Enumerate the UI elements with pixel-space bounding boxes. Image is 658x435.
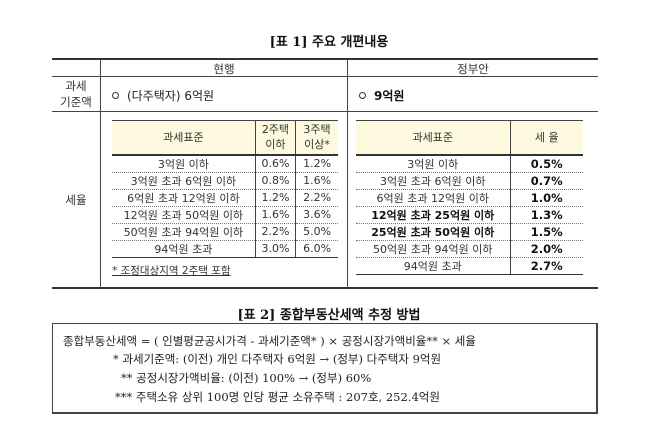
rate-cell: 1.3% bbox=[510, 206, 583, 224]
tax-standard-cell: 94억원 초과 bbox=[112, 240, 256, 258]
rate-three-cell: 5.0% bbox=[295, 223, 338, 241]
table-row: 12억원 초과 50억원 이하 1.6% 3.6% bbox=[112, 206, 338, 224]
rate-three-cell: 2.2% bbox=[295, 189, 338, 207]
header-tax-rate: 세 율 bbox=[510, 120, 583, 156]
tax-standard-cell: 3억원 초과 6억원 이하 bbox=[112, 172, 256, 190]
table-row: 6억원 초과 12억원 이하 1.2% 2.2% bbox=[112, 189, 338, 207]
table-row: 50억원 초과 94억원 이하 2.0% bbox=[356, 240, 583, 258]
table-row: 94억원 초과 2.7% bbox=[356, 257, 583, 275]
rate-cell: 1.0% bbox=[510, 189, 583, 207]
tax-estimation-method-box: 종합부동산세액 = ( 인별평균공시가격 - 과세기준액* ) × 공정시장가액… bbox=[52, 323, 598, 414]
note-tax-base: * 과세기준액: (이전) 개인 다주택자 6억원 → (정부) 다주택자 9억… bbox=[113, 352, 442, 366]
header-line: 3주택 bbox=[303, 123, 331, 137]
rate-two-cell: 1.6% bbox=[255, 206, 297, 224]
rate-cell: 1.5% bbox=[510, 223, 583, 241]
proposed-rate-table: 과세표준 세 율 3억원 이하 0.5% 3억원 초과 6억원 이하 0.7% … bbox=[356, 120, 583, 275]
tax-base-current: (다주택자) 6억원 bbox=[112, 87, 214, 104]
note-fair-market-ratio: ** 공정시장가액비율: (이전) 100% → (정부) 60% bbox=[121, 371, 372, 385]
tax-standard-cell: 12억원 초과 25억원 이하 bbox=[356, 206, 511, 224]
tax-standard-cell: 50억원 초과 94억원 이하 bbox=[112, 223, 256, 241]
tax-standard-cell: 6억원 초과 12억원 이하 bbox=[356, 189, 511, 207]
rate-two-cell: 1.2% bbox=[255, 189, 297, 207]
table2-title: [표 2] 종합부동산세액 추정 방법 bbox=[237, 308, 421, 323]
table-row: 50억원 초과 94억원 이하 2.2% 5.0% bbox=[112, 223, 338, 241]
tax-base-row: 과세 기준액 (다주택자) 6억원 9억원 bbox=[52, 77, 598, 112]
bullet-circle-icon bbox=[112, 92, 119, 99]
rate-three-cell: 1.2% bbox=[295, 154, 338, 173]
tax-base-current-value: (다주택자) 6억원 bbox=[127, 89, 215, 103]
tax-formula: 종합부동산세액 = ( 인별평균공시가격 - 과세기준액* ) × 공정시장가액… bbox=[63, 334, 476, 348]
header-two-homes: 2주택 이하 bbox=[255, 120, 297, 156]
tax-standard-cell: 94억원 초과 bbox=[356, 257, 511, 275]
divider bbox=[347, 60, 348, 289]
tax-standard-cell: 6억원 초과 12억원 이하 bbox=[112, 189, 256, 207]
tax-rate-label: 세율 bbox=[65, 193, 87, 207]
table-row: 3억원 이하 0.5% bbox=[356, 154, 583, 173]
header-tax-standard: 과세표준 bbox=[356, 120, 511, 156]
label-line: 과세 bbox=[65, 79, 87, 93]
rate-cell: 2.7% bbox=[510, 257, 583, 275]
tax-standard-cell: 3억원 이하 bbox=[112, 154, 256, 173]
tax-base-proposed-value: 9억원 bbox=[374, 89, 405, 103]
rate-cell: 2.0% bbox=[510, 240, 583, 258]
table-row: 3억원 초과 6억원 이하 0.8% 1.6% bbox=[112, 172, 338, 190]
rate-three-cell: 6.0% bbox=[295, 240, 338, 258]
rate-cell: 0.5% bbox=[510, 154, 583, 173]
rate-two-cell: 0.8% bbox=[255, 172, 297, 190]
header-line: 이하 bbox=[265, 138, 286, 152]
column-header-current: 현행 bbox=[213, 62, 235, 76]
header-tax-standard: 과세표준 bbox=[112, 120, 256, 156]
header-line: 이상* bbox=[304, 138, 330, 152]
tax-standard-cell: 3억원 초과 6억원 이하 bbox=[356, 172, 511, 190]
bullet-circle-icon bbox=[359, 92, 366, 99]
table-row: 25억원 초과 50억원 이하 1.5% bbox=[356, 223, 583, 241]
header-line: 2주택 bbox=[261, 123, 290, 137]
tax-standard-cell: 50억원 초과 94억원 이하 bbox=[356, 240, 511, 258]
table-row: 3억원 초과 6억원 이하 0.7% bbox=[356, 172, 583, 190]
header-three-homes: 3주택 이상* bbox=[295, 120, 338, 156]
rate-cell: 0.7% bbox=[510, 172, 583, 190]
rate-three-cell: 1.6% bbox=[295, 172, 338, 190]
tax-base-label: 과세 기준액 bbox=[52, 78, 100, 110]
table-row: 94억원 초과 3.0% 6.0% bbox=[112, 240, 338, 258]
label-line: 기준액 bbox=[60, 95, 92, 109]
reform-summary-table: 현행 정부안 과세 기준액 (다주택자) 6억원 9억원 세율 과세표준 2주택… bbox=[52, 58, 598, 289]
table-row: 12억원 초과 25억원 이하 1.3% bbox=[356, 206, 583, 224]
tax-rate-row: 세율 과세표준 2주택 이하 3주택 이상* 3억원 이하 bbox=[52, 112, 598, 289]
note-top-owners: *** 주택소유 상위 100명 인당 평균 소유주택 : 207호, 252.… bbox=[115, 390, 440, 404]
rate-three-cell: 3.6% bbox=[295, 206, 338, 224]
table-row: 3억원 이하 0.6% 1.2% bbox=[112, 154, 338, 173]
divider bbox=[100, 60, 101, 289]
column-header-row: 현행 정부안 bbox=[52, 60, 598, 77]
rate-two-cell: 2.2% bbox=[255, 223, 297, 241]
tax-standard-cell: 3억원 이하 bbox=[356, 154, 511, 173]
rate-two-cell: 0.6% bbox=[255, 154, 297, 173]
tax-standard-cell: 12억원 초과 50억원 이하 bbox=[112, 206, 256, 224]
footnote-adjusted-area: * 조정대상지역 2주택 포함 bbox=[112, 265, 231, 277]
tax-base-proposed: 9억원 bbox=[359, 87, 404, 104]
table-row: 6억원 초과 12억원 이하 1.0% bbox=[356, 189, 583, 207]
rate-two-cell: 3.0% bbox=[255, 240, 297, 258]
column-header-proposed: 정부안 bbox=[457, 62, 489, 76]
current-rate-table: 과세표준 2주택 이하 3주택 이상* 3억원 이하 0.6% 1.2% bbox=[112, 120, 338, 258]
table1-title: [표 1] 주요 개편내용 bbox=[269, 35, 389, 50]
tax-standard-cell: 25억원 초과 50억원 이하 bbox=[356, 223, 511, 241]
